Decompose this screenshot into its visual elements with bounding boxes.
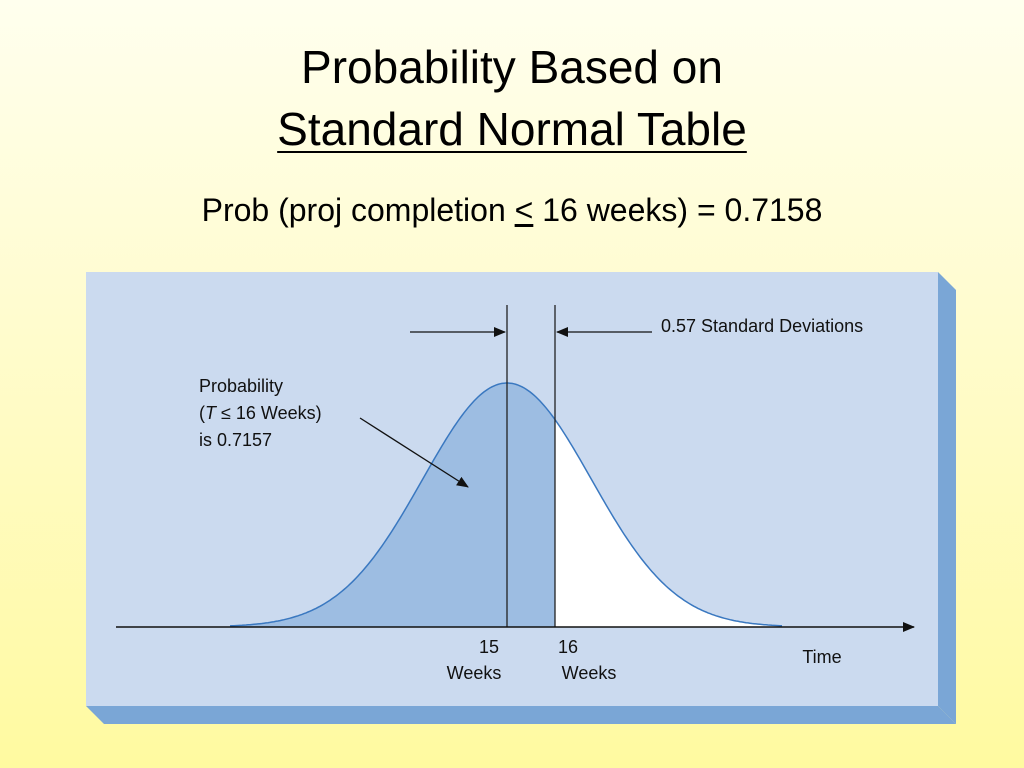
mean-tick-value: 15 [479,637,499,657]
annotation-line1: Probability [199,376,283,396]
panel-right-edge [938,272,956,724]
std-dev-label: 0.57 Standard Deviations [661,316,863,336]
normal-curve [229,382,783,627]
statement-prefix: Prob (proj completion [201,192,515,228]
annotation-arrow [359,417,469,488]
target-tick-unit: Weeks [562,663,617,683]
annotation-line3: is 0.7157 [199,430,272,450]
annotation-variable-t: T [205,403,218,423]
slide-title-line2: Standard Normal Table [277,103,747,155]
annotation-open-paren: ( [199,403,205,423]
time-axis-label: Time [802,647,841,667]
mean-tick-unit: Weeks [447,663,502,683]
annotation-line2: (T ≤ 16 Weeks) [199,403,322,423]
panel-bottom-edge [86,706,956,724]
target-tick-value: 16 [558,637,578,657]
statement-suffix: 16 weeks) = 0.7158 [533,192,823,228]
shaded-probability-area [230,383,555,627]
slide-title-line1: Probability Based on [301,41,723,93]
probability-statement: Prob (proj completion < 16 weeks) = 0.71… [0,188,1024,232]
annotation-condition: ≤ 16 Weeks) [216,403,322,423]
less-equal-operator: < [514,192,534,228]
unshaded-area [555,419,782,627]
